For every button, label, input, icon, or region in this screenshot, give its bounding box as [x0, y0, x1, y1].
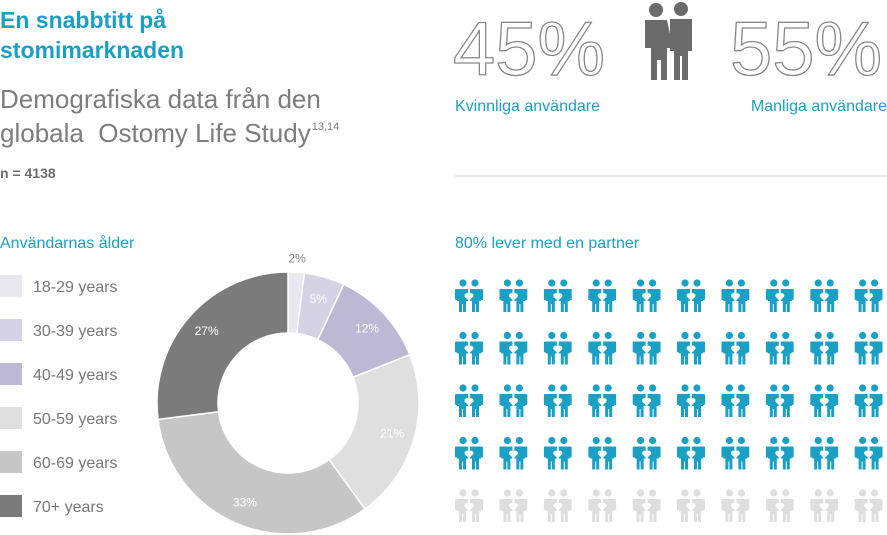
partner-icon	[854, 279, 883, 312]
partner-icon	[677, 331, 705, 365]
partner-icon	[543, 384, 572, 417]
partner-icon	[543, 331, 572, 365]
partner-icon	[854, 384, 883, 417]
legend-label: 60-69 years	[33, 455, 118, 472]
legend-swatch	[0, 407, 22, 429]
legend-label: 70+ years	[33, 499, 104, 516]
partner-icon	[588, 436, 617, 470]
partner-icon	[810, 489, 839, 522]
legend-label: 40-49 years	[33, 367, 118, 384]
partner-icon	[677, 436, 705, 470]
partner-icon	[854, 489, 883, 522]
partner-icon	[721, 384, 750, 417]
partner-icon	[455, 489, 483, 522]
legend-swatch	[0, 495, 22, 517]
partner-icon	[854, 331, 883, 365]
donut-title: Användarnas ålder	[0, 234, 135, 252]
partner-icon	[854, 436, 883, 470]
partner-icon	[455, 331, 483, 365]
legend-swatch	[0, 363, 22, 385]
partner-icon	[721, 489, 750, 522]
partner-icon	[765, 279, 794, 312]
partner-icon	[810, 279, 839, 312]
partner-icon	[455, 279, 483, 312]
partner-icon	[677, 489, 705, 522]
male-share: 55%	[730, 7, 882, 92]
partner-icon	[765, 384, 794, 417]
partner-icon	[499, 331, 528, 365]
partner-icon	[455, 436, 483, 470]
partner-icon	[588, 331, 617, 365]
subtitle-line: globala Ostomy Life Study	[0, 118, 311, 148]
legend-swatch	[0, 275, 22, 297]
data-label: 5%	[310, 292, 328, 306]
female-share: 45%	[453, 7, 605, 92]
partner-icon	[588, 279, 617, 312]
partner-icon	[765, 436, 794, 470]
partner-icon	[588, 489, 617, 522]
partner-icon	[543, 489, 572, 522]
partner-icon	[632, 489, 661, 522]
subtitle-line: Demografiska data från den	[0, 84, 321, 114]
male-label: Manliga användare	[751, 98, 887, 115]
donut-segment	[157, 410, 367, 535]
superscript: 13,14	[312, 121, 340, 133]
partner-icon	[721, 331, 750, 365]
female-label: Kvinnliga användare	[455, 98, 600, 115]
partner-icon	[765, 489, 794, 522]
partner-icon	[632, 279, 661, 312]
partner-icon	[632, 331, 661, 365]
title-line: En snabbtitt på	[0, 7, 166, 33]
title-line: stomimarknaden	[0, 37, 184, 63]
pictogram-title: 80% lever med en partner	[455, 235, 640, 252]
partner-icon	[721, 436, 750, 470]
people-icon	[645, 2, 692, 80]
partner-icon	[632, 436, 661, 470]
partner-icon	[677, 279, 705, 312]
donut-segment	[328, 353, 420, 511]
legend-label: 50-59 years	[33, 411, 118, 428]
partner-icon	[810, 436, 839, 470]
legend-label: 18-29 years	[33, 279, 118, 296]
legend-label: 30-39 years	[33, 323, 118, 340]
partner-icon	[765, 331, 794, 365]
partner-icon	[499, 436, 528, 470]
sample-size: n = 4138	[0, 165, 56, 181]
data-label: 27%	[195, 324, 219, 338]
partner-icon	[810, 331, 839, 365]
partner-icon	[455, 384, 483, 417]
partner-icon	[810, 384, 839, 417]
partner-icon	[721, 279, 750, 312]
partner-icon	[499, 279, 528, 312]
data-label: 12%	[355, 322, 379, 336]
data-label: 2%	[288, 251, 306, 265]
partner-icon	[632, 384, 661, 417]
partner-icon	[543, 279, 572, 312]
partner-icon	[677, 384, 705, 417]
donut-segment	[156, 271, 289, 421]
partner-icon	[499, 489, 528, 522]
legend-swatch	[0, 451, 22, 473]
partner-icon	[543, 436, 572, 470]
partner-icon	[499, 384, 528, 417]
partner-icon	[588, 384, 617, 417]
legend-swatch	[0, 319, 22, 341]
data-label: 33%	[233, 496, 257, 510]
data-label: 21%	[380, 426, 404, 440]
